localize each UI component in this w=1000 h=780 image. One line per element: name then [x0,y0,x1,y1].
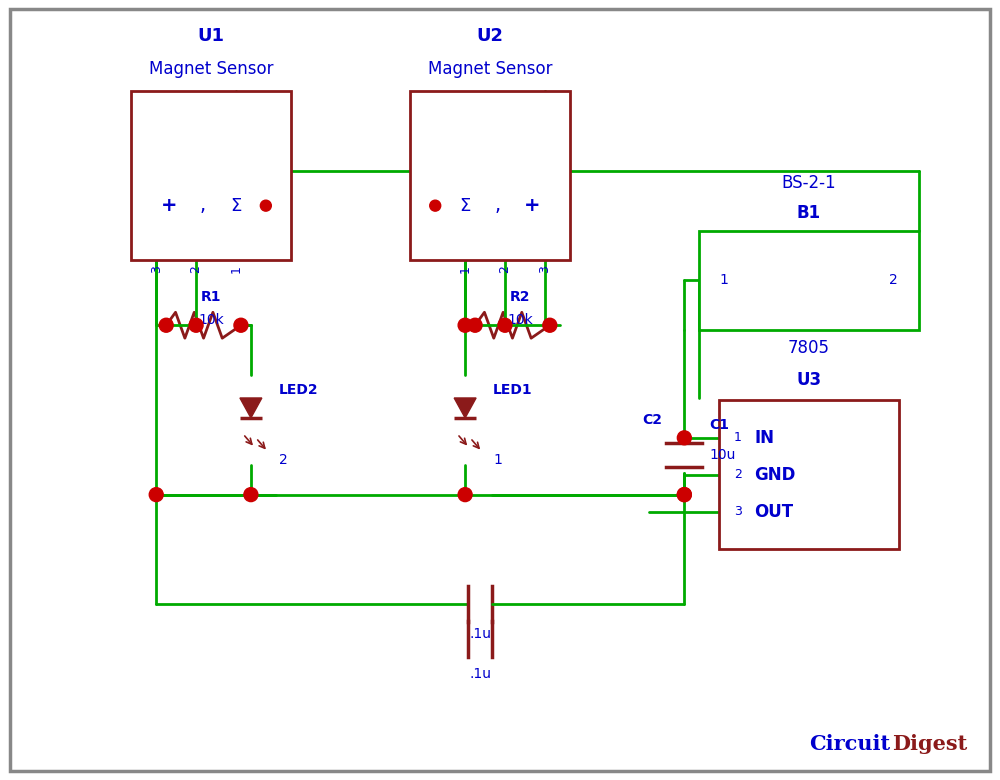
Text: 10k: 10k [507,314,533,328]
Bar [131,91,291,261]
Text: 7805: 7805 [788,339,830,357]
Text: 10k: 10k [198,314,224,328]
Circle shape [149,488,163,502]
Bar [699,231,919,330]
Text: +: + [524,196,540,215]
Text: LED2: LED2 [279,383,318,397]
Circle shape [430,200,441,211]
Text: BS-2-1: BS-2-1 [782,174,836,192]
Circle shape [189,318,203,332]
Polygon shape [454,398,476,418]
Text: U1: U1 [198,27,225,45]
Text: Magnet Sensor: Magnet Sensor [149,60,273,78]
Text: B1: B1 [797,204,821,222]
Circle shape [677,488,691,502]
Text: ,: , [200,196,206,215]
Text: R1: R1 [201,290,221,304]
Text: 3: 3 [150,265,163,273]
Text: 1: 1 [734,431,742,445]
Text: OUT: OUT [754,502,793,520]
Text: R2: R2 [510,290,530,304]
Text: U2: U2 [477,27,504,45]
Text: GND: GND [754,466,795,484]
Text: 1: 1 [459,265,472,273]
Circle shape [159,318,173,332]
Circle shape [234,318,248,332]
Circle shape [458,318,472,332]
Text: IN: IN [754,429,774,447]
Text: ,: , [495,196,501,215]
Circle shape [543,318,557,332]
Text: 2: 2 [889,274,898,287]
Text: C2: C2 [642,413,662,427]
Text: Circuit: Circuit [809,734,890,753]
Text: 2: 2 [279,452,288,466]
Text: Σ: Σ [459,197,471,215]
Circle shape [677,431,691,445]
Text: 1: 1 [720,274,729,287]
Circle shape [468,318,482,332]
Text: 3: 3 [734,505,742,518]
Text: 10u: 10u [709,448,736,462]
Text: .1u: .1u [469,627,491,641]
Text: C1: C1 [709,418,729,432]
Text: 1: 1 [229,265,242,273]
Bar [410,91,570,261]
Bar [719,400,899,549]
Text: +: + [161,196,177,215]
Text: 2: 2 [734,468,742,481]
Text: U3: U3 [796,371,821,389]
Circle shape [677,488,691,502]
Text: 2: 2 [190,265,203,273]
Text: .1u: .1u [469,667,491,681]
Text: 2: 2 [498,265,511,273]
Polygon shape [240,398,262,418]
Text: 3: 3 [538,265,551,273]
Text: Magnet Sensor: Magnet Sensor [428,60,552,78]
Circle shape [498,318,512,332]
Text: LED1: LED1 [493,383,533,397]
Text: Digest: Digest [892,734,967,753]
Text: Σ: Σ [230,197,242,215]
Circle shape [260,200,271,211]
Text: 1: 1 [493,452,502,466]
Circle shape [458,488,472,502]
Circle shape [244,488,258,502]
